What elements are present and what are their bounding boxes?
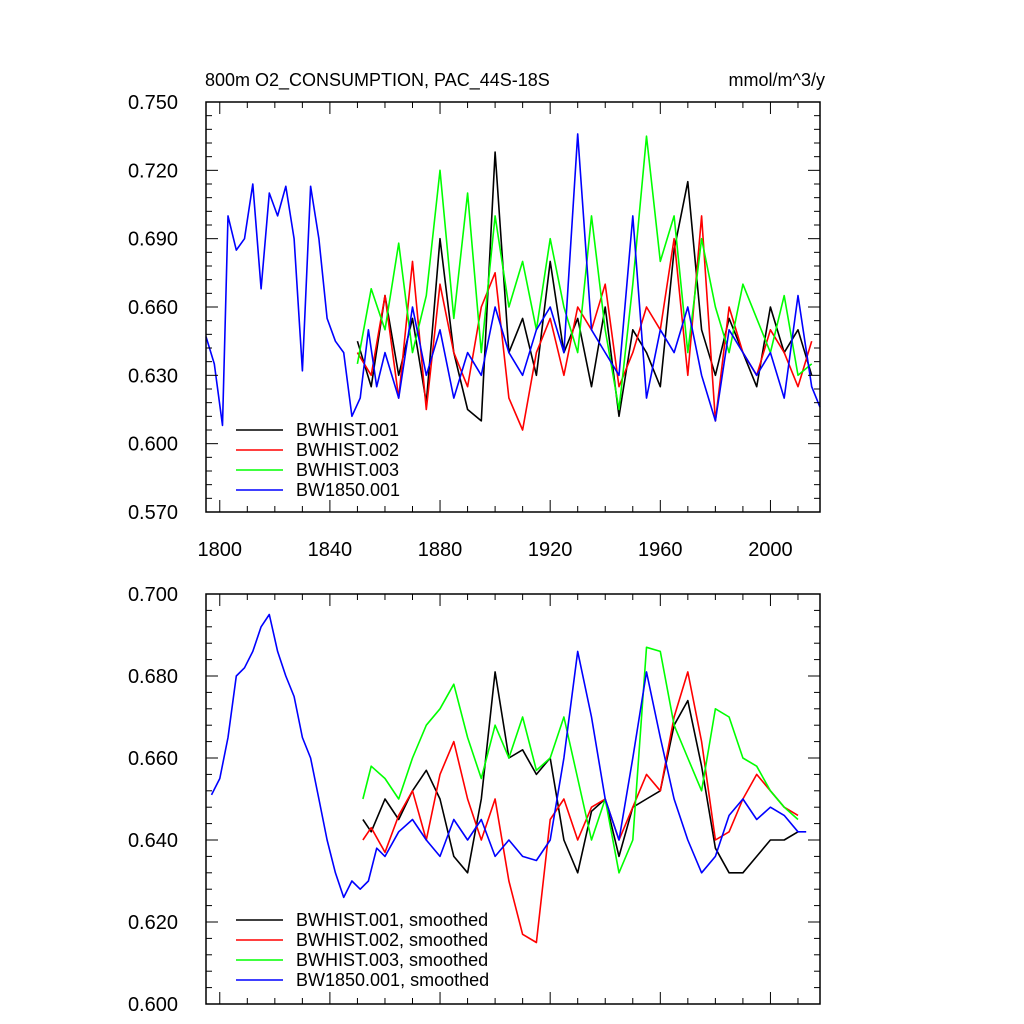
legend-label: BWHIST.001	[296, 420, 399, 440]
y-tick-label: 0.570	[128, 502, 178, 524]
y-tick-label: 0.680	[128, 666, 178, 688]
series-line-0	[362, 671, 799, 874]
x-tick-label: 1840	[308, 539, 353, 561]
top-series-group	[205, 133, 821, 431]
bottom-chart-panel: 0.600 0.620 0.640 0.660 0.680 0.700 BWHIST.00…	[128, 584, 821, 1016]
legend-label: BWHIST.002	[296, 440, 399, 460]
x-tick-label: 1880	[418, 539, 463, 561]
x-tick-label: 1960	[638, 539, 683, 561]
y-tick-label: 0.640	[128, 830, 178, 852]
series-line-3	[205, 133, 821, 427]
y-tick-label: 0.750	[128, 92, 178, 114]
chart-title: 800m O2_CONSUMPTION, PAC_44S-18S	[205, 70, 550, 91]
units-label: mmol/m^3/y	[729, 70, 825, 90]
x-tick-label: 1920	[528, 539, 573, 561]
series-line-1	[362, 671, 799, 944]
series-line-2	[356, 135, 813, 411]
legend-label: BWHIST.003	[296, 460, 399, 480]
y-tick-label: 0.700	[128, 584, 178, 606]
plot-frame	[205, 593, 821, 1005]
y-tick-label: 0.600	[128, 994, 178, 1016]
legend-label: BWHIST.002, smoothed	[296, 930, 488, 950]
series-line-3	[210, 613, 807, 899]
y-tick-label: 0.660	[128, 748, 178, 770]
legend-label: BW1850.001	[296, 480, 400, 500]
y-tick-label: 0.630	[128, 365, 178, 387]
y-tick-label: 0.620	[128, 912, 178, 934]
x-tick-label: 2000	[748, 539, 793, 561]
bottom-axes: 0.600 0.620 0.640 0.660 0.680 0.700	[128, 584, 821, 1016]
x-tick-label: 1800	[198, 539, 243, 561]
series-line-2	[362, 646, 799, 874]
y-tick-label: 0.600	[128, 434, 178, 456]
y-tick-label: 0.660	[128, 297, 178, 319]
top-axes: 0.570 0.600 0.630 0.660 0.690 0.720 0.750 1800 1…	[128, 92, 821, 561]
series-line-1	[356, 215, 813, 431]
bottom-series-group	[210, 613, 807, 944]
legend-label: BWHIST.003, smoothed	[296, 950, 488, 970]
series-line-0	[356, 151, 813, 422]
legend-label: BW1850.001, smoothed	[296, 970, 489, 990]
y-tick-label: 0.720	[128, 160, 178, 182]
legend-label: BWHIST.001, smoothed	[296, 910, 488, 930]
top-chart-panel: 800m O2_CONSUMPTION, PAC_44S-18S mmol/m^…	[128, 70, 825, 561]
y-tick-label: 0.690	[128, 229, 178, 251]
